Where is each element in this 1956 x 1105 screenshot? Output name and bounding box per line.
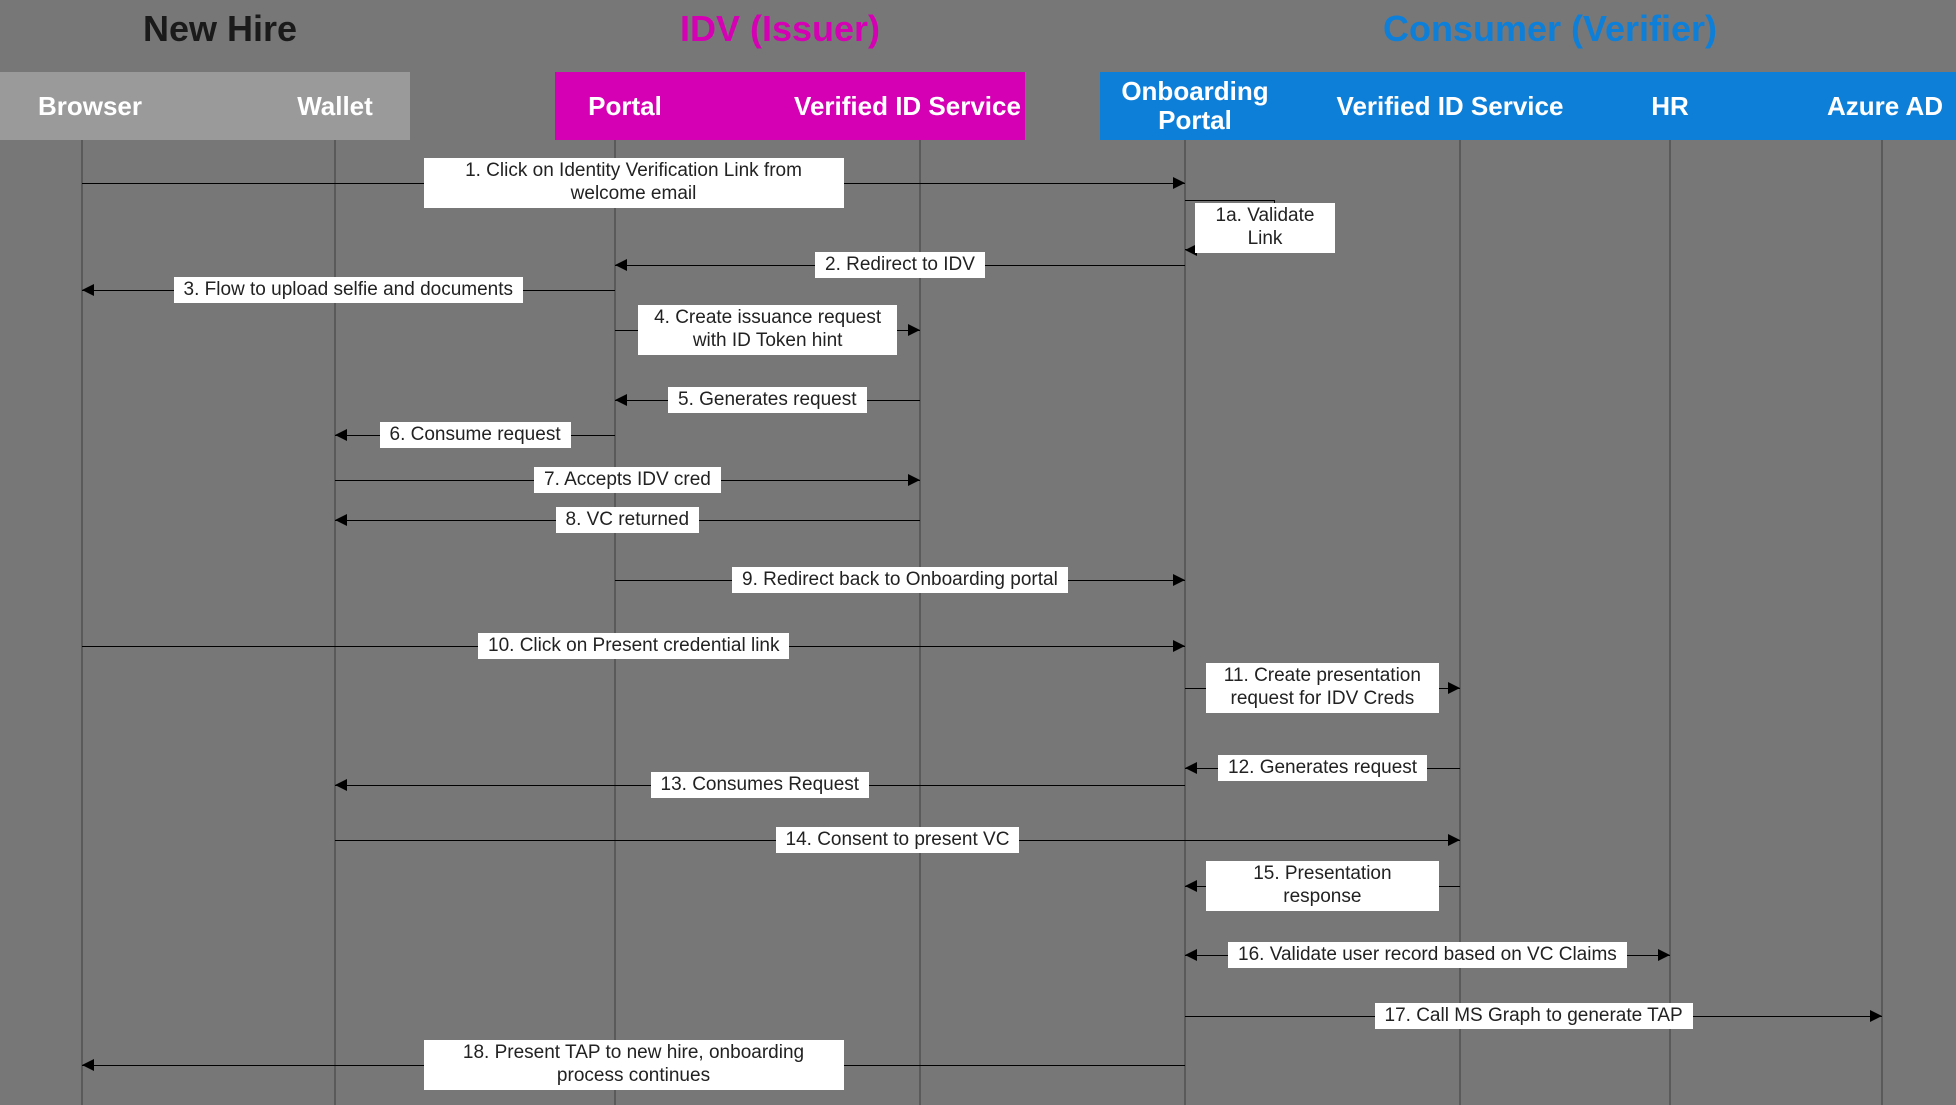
column-header-portal: Portal: [555, 72, 695, 140]
group-title-idv: IDV (Issuer): [610, 8, 950, 50]
message-label-3: 3. Flow to upload selfie and documents: [174, 277, 524, 304]
arrow-head: [82, 1059, 94, 1071]
arrow-head: [1448, 834, 1460, 846]
column-header-aad: Azure AD: [1820, 72, 1950, 140]
arrow-head: [82, 284, 94, 296]
message-label-18: 18. Present TAP to new hire, onboarding …: [424, 1040, 844, 1090]
arrow-head: [1173, 177, 1185, 189]
arrow-head: [335, 514, 347, 526]
arrow-head: [908, 324, 920, 336]
arrow-head: [615, 259, 627, 271]
arrow-head: [1448, 682, 1460, 694]
message-label-15: 15. Presentation response: [1206, 861, 1440, 911]
arrow-head: [1185, 762, 1197, 774]
arrow-head: [335, 429, 347, 441]
arrow-head: [1185, 880, 1197, 892]
message-label-17: 17. Call MS Graph to generate TAP: [1375, 1003, 1693, 1030]
lifeline-vid_idv: [919, 140, 921, 1105]
message-label-6: 6. Consume request: [380, 422, 571, 449]
message-label-1: 1. Click on Identity Verification Link f…: [424, 158, 844, 208]
message-label-12: 12. Generates request: [1218, 755, 1427, 782]
arrow-head: [335, 779, 347, 791]
message-label-16: 16. Validate user record based on VC Cla…: [1228, 942, 1627, 969]
arrow-head: [1870, 1010, 1882, 1022]
group-title-consumer: Consumer (Verifier): [1320, 8, 1780, 50]
message-label-11: 11. Create presentation request for IDV …: [1206, 663, 1440, 713]
column-header-browser: Browser: [0, 72, 180, 140]
arrow-head: [1185, 949, 1197, 961]
message-label-5: 5. Generates request: [668, 387, 867, 414]
arrow-head: [1658, 949, 1670, 961]
group-title-new_hire: New Hire: [90, 8, 350, 50]
arrow-head: [908, 474, 920, 486]
lifeline-aad: [1881, 140, 1883, 1105]
message-label-4: 4. Create issuance request with ID Token…: [638, 305, 897, 355]
column-header-onboard: Onboarding Portal: [1100, 72, 1290, 140]
message-label-2: 2. Redirect to IDV: [815, 252, 985, 279]
message-label-1a: 1a. Validate Link: [1195, 203, 1335, 253]
arrow-head: [1173, 574, 1185, 586]
column-header-wallet: Wallet: [260, 72, 410, 140]
message-label-14: 14. Consent to present VC: [776, 827, 1020, 854]
arrow-head: [615, 394, 627, 406]
message-label-10: 10. Click on Present credential link: [478, 633, 789, 660]
message-label-13: 13. Consumes Request: [651, 772, 870, 799]
message-label-9: 9. Redirect back to Onboarding portal: [732, 567, 1068, 594]
arrow-head: [1173, 640, 1185, 652]
message-label-7: 7. Accepts IDV cred: [534, 467, 721, 494]
lifeline-portal: [614, 140, 616, 1105]
message-label-8: 8. VC returned: [556, 507, 700, 534]
column-header-hr: HR: [1610, 72, 1730, 140]
column-header-vid_idv: Verified ID Service: [790, 72, 1025, 140]
column-header-vid_cons: Verified ID Service: [1330, 72, 1570, 140]
